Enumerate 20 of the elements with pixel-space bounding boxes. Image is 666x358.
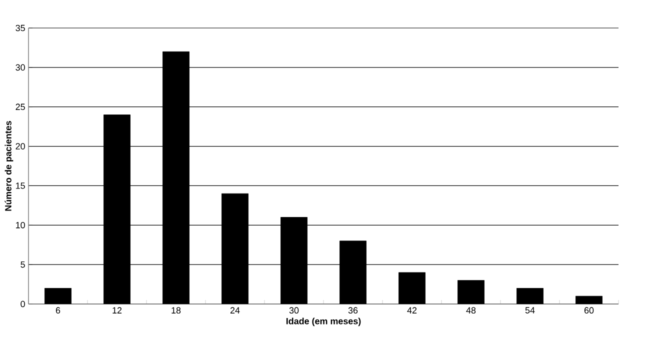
x-axis-title: Idade (em meses) (286, 318, 361, 326)
y-tick-label: 5 (20, 261, 25, 268)
y-tick-label: 0 (20, 300, 25, 308)
x-tick-label: 36 (348, 307, 358, 314)
x-tick-label: 24 (230, 307, 240, 314)
y-tick-label: 35 (16, 24, 25, 32)
y-axis-title: Número de pacientes (4, 121, 14, 211)
x-tick-label: 60 (584, 307, 594, 314)
x-tick-label: 30 (289, 307, 299, 314)
y-tick-label: 15 (16, 182, 25, 189)
x-tick-label: 18 (172, 307, 181, 314)
y-tick-label: 25 (16, 104, 25, 110)
y-tick-label: 10 (16, 222, 25, 228)
y-tick-label: 20 (16, 143, 25, 150)
x-tick-label: 54 (525, 307, 535, 314)
x-tick-label: 12 (112, 307, 122, 314)
x-tick-label: 6 (56, 307, 60, 314)
x-tick-label: 42 (407, 307, 417, 314)
x-tick-label: 48 (466, 307, 476, 314)
y-tick-label: 30 (16, 64, 25, 71)
